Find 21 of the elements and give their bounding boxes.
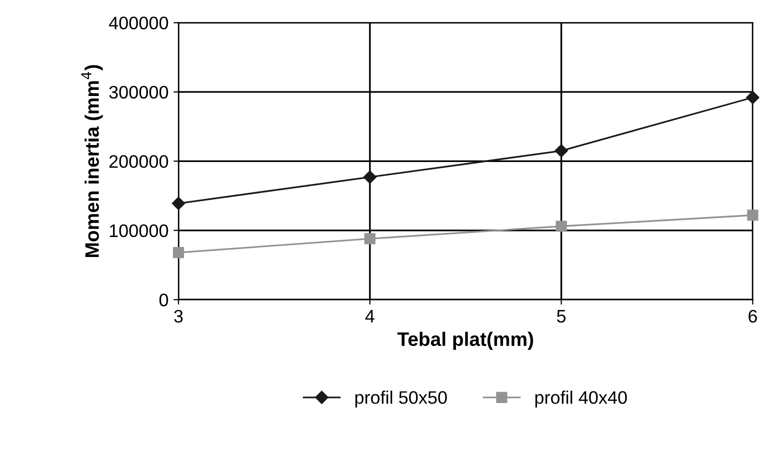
legend-label: profil 50x50 [355,390,447,408]
point [746,90,760,104]
y-axis-title: Momen inertia (mm$^{4}$) [81,65,103,257]
x-tick-label: 4 [365,310,374,322]
x-tick-label: 6 [748,310,757,323]
y-tick-label: 0 [159,294,168,306]
y-tick-label: 300000 [109,86,168,99]
x-axis-title: Tebal plat(mm) [397,332,534,350]
point [556,220,567,232]
point [172,196,186,210]
point [747,210,758,221]
y-tick-label: 100000 [110,224,168,238]
point [364,233,376,244]
point [363,170,376,184]
x-tick-label: 3 [174,310,183,323]
x-tick-label: 5 [557,310,566,323]
legend-label: profil 40x40 [535,390,627,408]
y-tick-label: 400000 [108,16,168,30]
point [554,144,568,158]
point [172,247,184,258]
y-tick-label: 200000 [109,155,168,168]
